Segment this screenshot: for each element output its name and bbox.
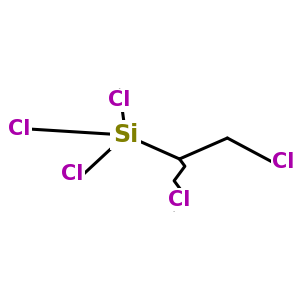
Text: Cl: Cl — [8, 119, 30, 139]
Text: Cl: Cl — [168, 190, 191, 210]
Text: Si: Si — [113, 123, 138, 147]
Text: Cl: Cl — [61, 164, 84, 184]
Text: Cl: Cl — [272, 152, 295, 172]
Text: Cl: Cl — [109, 90, 131, 110]
